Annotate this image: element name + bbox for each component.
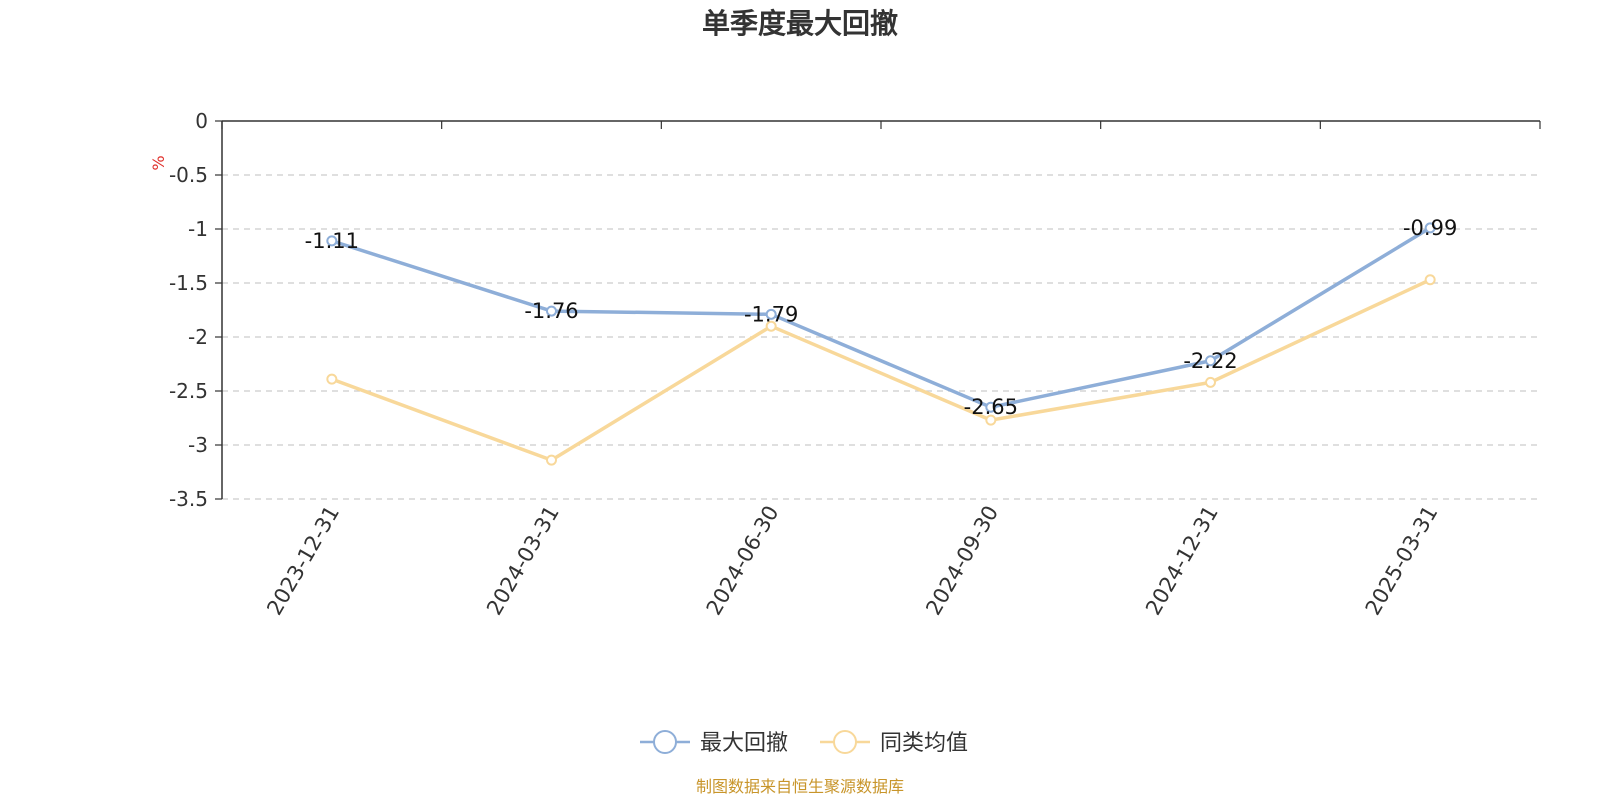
x-tick-label: 2024-03-31 [482,502,564,620]
series-1-point[interactable] [326,373,338,385]
y-tick-label: -0.5 [169,163,208,187]
series-0-point[interactable] [326,235,338,247]
legend-item-1[interactable]: 同类均值 [820,730,968,756]
x-tick-label: 2025-03-31 [1361,502,1443,620]
series-0-point[interactable] [985,401,997,413]
legend-item-0[interactable]: 最大回撤 [640,730,788,756]
x-tick-label: 2023-12-31 [262,502,344,620]
data-label: -0.99 [1403,216,1457,240]
legend-circle-icon [653,730,677,754]
data-label: -1.79 [744,302,798,326]
series-0-point[interactable] [546,305,557,317]
data-label: -2.65 [964,395,1018,419]
y-tick-label: -1 [188,217,208,241]
series-0-point[interactable] [1424,222,1436,234]
series-line-0 [330,226,1432,409]
series-0-point[interactable] [765,308,777,320]
legend-circle-icon [833,730,857,754]
y-tick-label: -3.5 [169,487,208,511]
data-source-note: 制图数据来自恒生聚源数据库 [696,777,904,796]
legend[interactable]: 最大回撤 同类均值 [640,730,968,756]
series-1-point[interactable] [546,454,557,466]
legend-label: 同类均值 [880,731,968,756]
series-1-point[interactable] [1424,274,1436,286]
y-tick-label: -1.5 [169,271,208,295]
x-tick-label: 2024-09-30 [921,501,1003,619]
data-label: -1.76 [524,299,578,323]
x-tick-label: 2024-06-30 [702,502,784,620]
y-axis-unit-label: % [149,155,168,170]
data-label: -2.22 [1183,349,1237,373]
legend-label: 最大回撤 [700,731,788,756]
series-1-point[interactable] [765,320,777,332]
y-tick-label: -3 [188,433,208,457]
y-tick-label: 0 [195,109,208,133]
data-label: -1.11 [305,229,359,253]
series-lines [326,222,1436,466]
series-0-point[interactable] [1205,355,1216,367]
data-labels: -1.11 -1.76 -1.79 -2.65 -2.22 -0.99 [305,216,1458,419]
series-1-point[interactable] [985,414,997,426]
grid-lines [222,174,1540,500]
y-tick-label: -2 [188,325,208,349]
series-1-point[interactable] [1205,376,1216,388]
series-line-1 [330,278,1432,462]
chart-title: 单季度最大回撤 [702,7,898,40]
axes: 0 -0.5 -1 -1.5 -2 -2.5 -3 -3.5 2023-12-31 2024-03… [169,109,1541,620]
y-tick-label: -2.5 [169,379,208,403]
x-tick-label: 2024-12-31 [1141,502,1223,620]
